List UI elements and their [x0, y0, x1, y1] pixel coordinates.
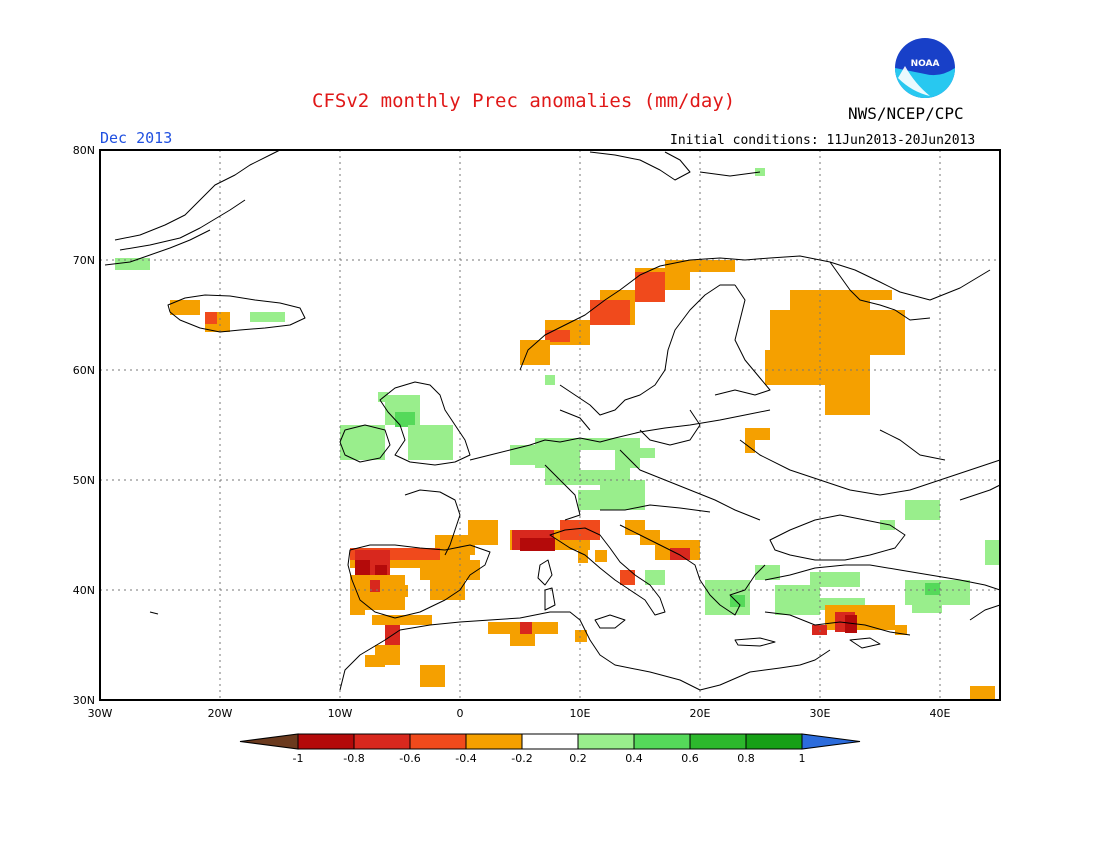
- colorbar-arrow-high: [801, 733, 861, 750]
- organization-label: NWS/NCEP/CPC: [848, 104, 964, 123]
- lat-tick-80n: 80N: [73, 144, 95, 157]
- lon-tick-30e: 30E: [810, 707, 831, 720]
- lon-tick-20e: 20E: [690, 707, 711, 720]
- colorbar-label: -1: [293, 752, 304, 765]
- lat-tick-60n: 60N: [73, 364, 95, 377]
- colorbar-label: -0.6: [399, 752, 420, 765]
- colorbar-label: 0.8: [737, 752, 755, 765]
- colorbar-swatch: [297, 733, 355, 750]
- map-frame: [99, 149, 1001, 701]
- lon-tick-0: 0: [457, 707, 464, 720]
- coastlines: [104, 149, 1001, 691]
- lon-tick-30w: 30W: [88, 707, 113, 720]
- colorbar-swatch: [745, 733, 803, 750]
- lon-tick-20w: 20W: [208, 707, 233, 720]
- map-gridlines: [100, 150, 1000, 700]
- colorbar-label: 0.4: [625, 752, 643, 765]
- colorbar-label: 0.6: [681, 752, 699, 765]
- colorbar-swatch: [465, 733, 523, 750]
- colorbar-label: 0.2: [569, 752, 587, 765]
- colorbar-swatch: [409, 733, 467, 750]
- colorbar-swatch: [521, 733, 579, 750]
- lon-tick-40e: 40E: [930, 707, 951, 720]
- colorbar-swatch: [577, 733, 635, 750]
- colorbar-arrow-low: [239, 733, 299, 750]
- initial-conditions: Initial conditions: 11Jun2013-20Jun2013: [670, 133, 976, 148]
- colorbar-label: 1: [799, 752, 806, 765]
- lat-tick-40n: 40N: [73, 584, 95, 597]
- lat-tick-50n: 50N: [73, 474, 95, 487]
- lon-tick-10w: 10W: [328, 707, 353, 720]
- colorbar-label: -0.4: [455, 752, 476, 765]
- noaa-logo: NOAA: [895, 38, 955, 98]
- map-title: CFSv2 monthly Prec anomalies (mm/day): [312, 90, 736, 112]
- lon-tick-labels: 30W 20W 10W 0 10E 20E 30E 40E: [88, 707, 951, 720]
- forecast-period: Dec 2013: [100, 129, 173, 147]
- colorbar-label: -0.2: [511, 752, 532, 765]
- colorbar-label: -0.8: [343, 752, 364, 765]
- lat-tick-30n: 30N: [73, 694, 95, 707]
- lon-tick-10e: 10E: [570, 707, 591, 720]
- colorbar-swatch: [689, 733, 747, 750]
- colorbar: -1 -0.8 -0.6 -0.4 -0.2 0.2 0.4 0.6 0.8 1: [239, 733, 861, 765]
- lat-tick-70n: 70N: [73, 254, 95, 267]
- lat-tick-labels: 80N 70N 60N 50N 40N 30N: [73, 144, 95, 707]
- anomaly-cells: [115, 168, 1000, 700]
- noaa-logo-text: NOAA: [911, 59, 940, 69]
- colorbar-swatch: [353, 733, 411, 750]
- colorbar-swatch: [633, 733, 691, 750]
